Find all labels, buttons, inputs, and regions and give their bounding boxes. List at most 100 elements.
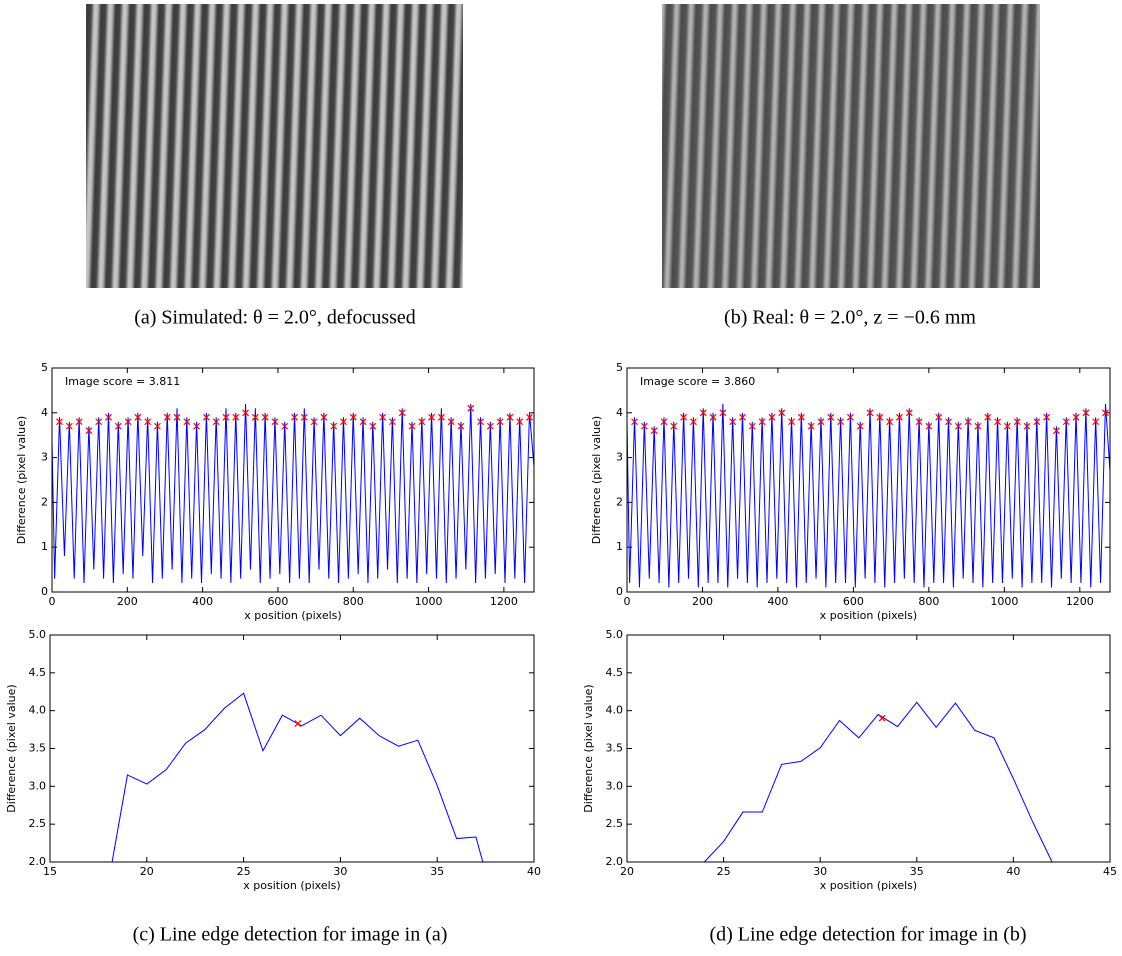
y-tick-label: 3.0	[606, 779, 624, 792]
edge-marker	[134, 413, 142, 421]
x-tick-label: 45	[1103, 865, 1117, 878]
edge-marker	[428, 413, 435, 421]
edge-marker	[232, 413, 240, 421]
edge-marker	[1052, 427, 1060, 435]
plot-frame	[49, 634, 535, 863]
edge-marker	[729, 418, 737, 426]
y-tick-label: 4.0	[29, 704, 47, 717]
edge-marker	[222, 413, 230, 421]
edge-marker	[183, 418, 191, 426]
real-image	[662, 4, 1040, 288]
edge-marker	[242, 409, 249, 417]
edge-marker	[261, 413, 269, 421]
edge-marker	[807, 422, 815, 430]
edge-marker	[486, 422, 494, 430]
y-axis-label: Difference (pixel value)	[590, 416, 603, 544]
edge-marker	[631, 418, 638, 426]
edge-marker	[202, 413, 210, 421]
edge-marker	[398, 409, 406, 417]
y-tick-label: 3.5	[606, 742, 624, 755]
y-tick-label: 5.0	[29, 628, 47, 641]
edge-marker	[670, 422, 678, 430]
edge-marker	[954, 422, 962, 430]
edge-marker	[124, 418, 132, 426]
edge-marker	[154, 422, 161, 430]
x-tick-label: 0	[624, 595, 631, 608]
edge-marker	[896, 413, 903, 421]
x-tick-label: 0	[49, 595, 56, 608]
edge-marker	[984, 413, 992, 421]
edge-marker	[866, 409, 874, 417]
y-tick-label: 4.5	[606, 666, 624, 679]
edge-marker	[1102, 409, 1109, 417]
x-tick-label: 20	[620, 865, 634, 878]
x-tick-label: 800	[918, 595, 939, 608]
edge-marker	[768, 413, 776, 421]
edge-marker	[1023, 422, 1031, 430]
caption: (a) Simulated: θ = 2.0°, defocussed	[134, 307, 416, 329]
x-tick-label: 30	[333, 865, 347, 878]
caption: (d) Line edge detection for image in (b)	[709, 924, 1026, 946]
x-axis-label: x position (pixels)	[244, 609, 341, 622]
edge-marker	[905, 409, 913, 417]
y-tick-label: 2	[616, 495, 623, 508]
x-tick-label: 15	[43, 865, 57, 878]
edge-marker	[709, 413, 717, 421]
x-tick-label: 25	[237, 865, 251, 878]
x-tick-label: 1200	[490, 595, 518, 608]
data-line	[111, 692, 484, 862]
edge-marker	[876, 413, 884, 421]
plot-frame	[626, 634, 1111, 863]
plot-frame	[626, 367, 1111, 593]
edge-marker	[408, 422, 416, 430]
edge-marker	[271, 418, 279, 426]
edge-marker	[1013, 418, 1021, 426]
edge-marker	[689, 418, 697, 426]
y-tick-label: 0	[616, 585, 623, 598]
x-tick-label: 200	[117, 595, 138, 608]
y-tick-label: 4.0	[606, 704, 624, 717]
edge-marker	[878, 714, 886, 722]
plot-frame	[51, 367, 535, 593]
caption: (b) Real: θ = 2.0°, z = −0.6 mm	[724, 307, 976, 329]
edge-marker	[291, 413, 298, 421]
edge-marker	[320, 413, 328, 421]
edge-marker	[114, 422, 122, 430]
edge-marker	[477, 418, 484, 426]
annotation: Image score = 3.860	[640, 375, 755, 388]
y-tick-label: 2.5	[29, 817, 47, 830]
y-tick-label: 4	[616, 406, 623, 419]
x-tick-label: 35	[910, 865, 924, 878]
x-tick-label: 600	[267, 595, 288, 608]
edge-marker	[758, 418, 766, 426]
edge-marker	[65, 422, 73, 430]
edge-marker	[56, 418, 63, 426]
edge-marker	[388, 418, 396, 426]
x-axis-label: x position (pixels)	[820, 609, 917, 622]
edge-marker	[1082, 409, 1090, 417]
data-line	[703, 701, 1053, 862]
edge-marker	[846, 413, 854, 421]
y-tick-label: 3	[616, 451, 623, 464]
x-tick-label: 200	[692, 595, 713, 608]
y-tick-label: 0	[41, 585, 48, 598]
edge-marker	[340, 418, 347, 426]
y-axis-label: Difference (pixel value)	[5, 684, 18, 812]
y-tick-label: 5	[616, 361, 623, 374]
edge-marker	[85, 427, 93, 435]
y-axis-label: Difference (pixel value)	[582, 684, 595, 812]
edge-marker	[105, 413, 112, 421]
edge-marker	[281, 422, 289, 430]
edge-marker	[1033, 418, 1041, 426]
y-tick-label: 3.0	[29, 779, 47, 792]
y-tick-label: 2.0	[29, 855, 47, 868]
edge-marker	[680, 413, 688, 421]
x-tick-label: 30	[813, 865, 827, 878]
edge-marker	[827, 413, 835, 421]
data-line	[52, 403, 534, 584]
x-tick-label: 1000	[990, 595, 1018, 608]
edge-marker	[886, 418, 894, 426]
edge-marker	[163, 413, 171, 421]
edge-marker	[719, 409, 727, 417]
edge-marker	[837, 418, 845, 426]
